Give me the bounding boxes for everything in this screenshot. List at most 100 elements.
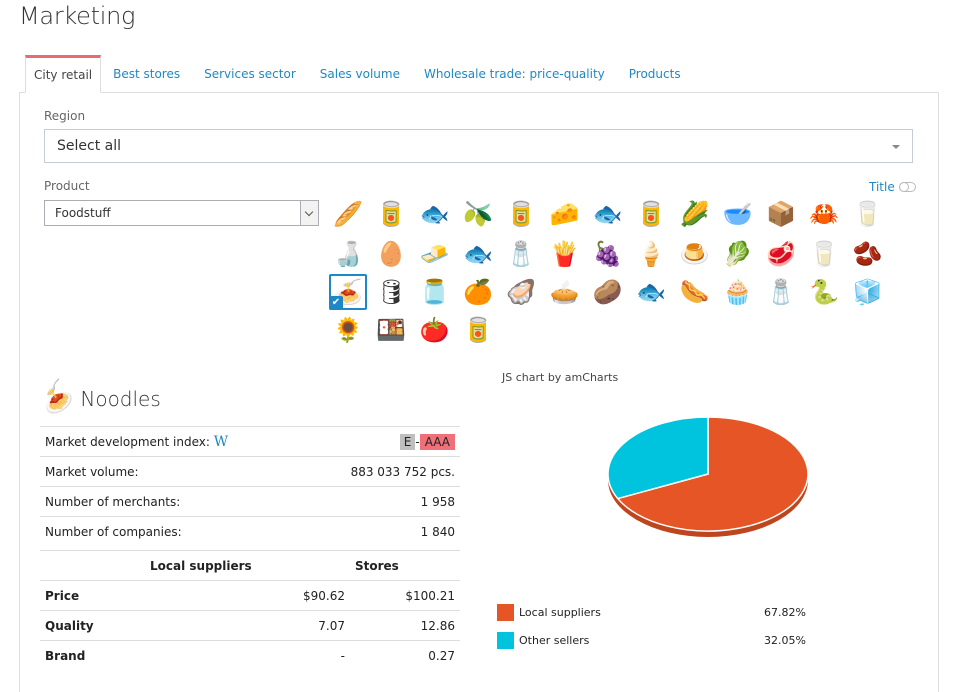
info-value: 883 033 752 pcs. xyxy=(350,464,455,479)
product-icon-canned-food[interactable]: 🥫 xyxy=(502,196,540,232)
product-icon-corn-flakes[interactable]: 🥣 xyxy=(719,196,757,232)
product-icon-flour-pack[interactable]: 📦 xyxy=(762,196,800,232)
tab-panel xyxy=(19,92,939,692)
selected-product-name: Noodles xyxy=(80,387,161,411)
product-icon-corn[interactable]: 🌽 xyxy=(675,196,713,232)
pie-slice-local-suppliers[interactable] xyxy=(616,416,809,532)
product-icon-fish[interactable]: 🐟 xyxy=(589,196,627,232)
cupcake-icon: 🧁 xyxy=(722,278,753,306)
stores-value: 12.86 xyxy=(420,618,455,633)
product-icon-tomato-paste-can[interactable]: 🥫 xyxy=(459,312,497,348)
checkmark-icon: ✔ xyxy=(329,296,343,310)
soya-beans-icon: 🫘 xyxy=(852,240,883,268)
product-icon-sausages[interactable]: 🌭 xyxy=(675,274,713,310)
product-icon-butter[interactable]: 🧈 xyxy=(416,236,454,272)
stores-value: 0.27 xyxy=(428,648,455,663)
product-icon-spices[interactable]: 🧂 xyxy=(762,274,800,310)
product-icon-grapes[interactable]: 🍇 xyxy=(589,236,627,272)
product-icon-condensed-milk-can[interactable]: 🥫 xyxy=(372,196,410,232)
product-icon-olives-can[interactable]: 🫒 xyxy=(459,196,497,232)
product-icon-milk[interactable]: 🥛 xyxy=(805,236,843,272)
product-icon-cabbage[interactable]: 🥬 xyxy=(719,236,757,272)
product-select[interactable]: Foodstuff xyxy=(44,200,319,226)
title-toggle[interactable]: Title xyxy=(869,180,916,194)
product-icon-dessert-cup[interactable]: 🍮 xyxy=(675,236,713,272)
market-info-table: Market development index: W E - AAA Market… xyxy=(40,426,460,546)
product-icon-fish-pair[interactable]: 🐟 xyxy=(459,236,497,272)
product-icon-oysters[interactable]: 🦪 xyxy=(502,274,540,310)
info-value: 1 840 xyxy=(420,524,455,539)
product-icon-french-fries[interactable]: 🍟 xyxy=(546,236,584,272)
tab-products[interactable]: Products xyxy=(628,67,681,81)
wikipedia-link-icon[interactable]: W xyxy=(213,433,229,450)
info-value: 1 958 xyxy=(420,494,455,509)
flour-pack-icon: 📦 xyxy=(766,200,796,228)
oranges-icon: 🍊 xyxy=(462,278,493,306)
comparison-table: Local suppliers Stores Price $90.62 $100… xyxy=(40,550,460,670)
product-icon-cupcake[interactable]: 🧁 xyxy=(719,274,757,310)
product-icon-sauces[interactable]: 🍶 xyxy=(329,236,367,272)
potato-icon: 🥔 xyxy=(592,278,623,306)
legend-item-local-suppliers[interactable]: Local suppliers 67.82% xyxy=(497,598,806,626)
region-select[interactable]: Select all xyxy=(44,129,913,163)
product-icon-tofu[interactable]: 🍱 xyxy=(372,312,410,348)
oysters-icon: 🦪 xyxy=(506,278,537,306)
info-label: Number of merchants: xyxy=(45,494,181,509)
local-value: 7.07 xyxy=(318,618,345,633)
product-icon-salmon[interactable]: 🐟 xyxy=(632,274,670,310)
product-icon-eel[interactable]: 🐍 xyxy=(805,274,843,310)
product-icon-soya-beans[interactable]: 🫘 xyxy=(849,236,887,272)
fish-pair-icon: 🐟 xyxy=(462,240,493,268)
product-icon-tomato[interactable]: 🍅 xyxy=(416,312,454,348)
dessert-cup-icon: 🍮 xyxy=(679,240,710,268)
product-icon-crab[interactable]: 🦀 xyxy=(805,196,843,232)
tab-best-stores[interactable]: Best stores xyxy=(113,67,181,81)
ice-cream-icon: 🍦 xyxy=(636,240,667,268)
product-icon-pie[interactable]: 🥧 xyxy=(546,274,584,310)
toggle-switch-icon[interactable] xyxy=(898,182,916,192)
french-fries-icon: 🍟 xyxy=(549,240,580,268)
legend-item-other-sellers[interactable]: Other sellers 32.05% xyxy=(497,626,806,654)
tab-services-sector[interactable]: Services sector xyxy=(204,67,296,81)
row-label: Quality xyxy=(45,618,94,633)
column-header-local-suppliers: Local suppliers xyxy=(150,558,252,573)
tofu-icon: 🍱 xyxy=(376,316,407,344)
product-icon-sunflower-oil[interactable]: 🛢 xyxy=(372,274,410,310)
pie-slice-other-sellers[interactable] xyxy=(607,416,709,500)
tomato-paste-can-icon: 🥫 xyxy=(462,316,493,344)
product-icon-sprats-tin[interactable]: 🥫 xyxy=(632,196,670,232)
product-icon-eggs[interactable]: 🥚 xyxy=(372,236,410,272)
salmon-icon: 🐟 xyxy=(636,278,667,306)
product-icon-bread[interactable]: 🥖 xyxy=(329,196,367,232)
product-icon-olive-oil[interactable]: 🫙 xyxy=(416,274,454,310)
index-badge-from: E xyxy=(399,433,416,450)
title-toggle-label: Title xyxy=(869,180,895,194)
amcharts-credit-link[interactable]: JS chart by amCharts xyxy=(502,371,619,384)
index-badge-to: AAA xyxy=(419,433,455,450)
chevron-down-icon[interactable] xyxy=(300,201,318,225)
pie-chart xyxy=(607,416,809,537)
corn-icon: 🌽 xyxy=(679,200,710,228)
product-icon-salt[interactable]: 🧂 xyxy=(502,236,540,272)
condensed-milk-can-icon: 🥫 xyxy=(376,200,407,228)
butter-icon: 🧈 xyxy=(419,240,450,268)
comparison-header-row: Local suppliers Stores xyxy=(40,550,460,580)
product-icon-ice-cream[interactable]: 🍦 xyxy=(632,236,670,272)
product-icon-yogurt[interactable]: 🥛 xyxy=(849,196,887,232)
tab-sales-volume[interactable]: Sales volume xyxy=(319,67,400,81)
product-icon-sunflower-seeds[interactable]: 🌻 xyxy=(329,312,367,348)
product-icon-meat[interactable]: 🥩 xyxy=(762,236,800,272)
legend-value: 67.82% xyxy=(764,605,806,619)
tab-wholesale-trade[interactable]: Wholesale trade: price-quality xyxy=(423,67,605,81)
product-icon-potato[interactable]: 🥔 xyxy=(589,274,627,310)
sprats-tin-icon: 🥫 xyxy=(636,200,667,228)
yogurt-icon: 🥛 xyxy=(852,200,883,228)
product-icon-cheese[interactable]: 🧀 xyxy=(546,196,584,232)
tomato-icon: 🍅 xyxy=(419,316,450,344)
product-icon-sugar[interactable]: 🧊 xyxy=(849,274,887,310)
grapes-icon: 🍇 xyxy=(592,240,623,268)
product-icon-oranges[interactable]: 🍊 xyxy=(459,274,497,310)
product-icon-noodles[interactable]: 🍝 ✔ xyxy=(329,274,367,310)
tab-city-retail[interactable]: City retail xyxy=(25,55,102,93)
product-icon-canned-fish-tin[interactable]: 🐟 xyxy=(416,196,454,232)
